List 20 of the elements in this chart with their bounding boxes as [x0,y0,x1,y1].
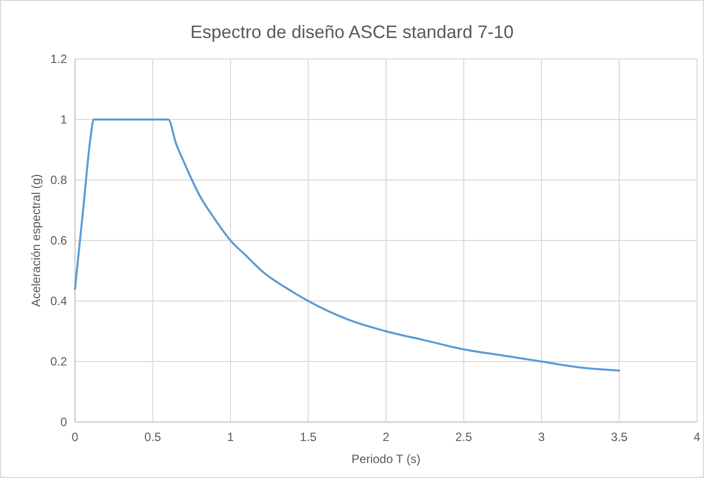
y-tick-label: 0.8 [50,173,68,187]
y-tick-label: 0.4 [50,294,68,308]
y-tick-label: 1 [60,112,68,126]
x-tick-label: 3 [538,430,546,444]
x-tick-label: 1.5 [300,430,317,444]
x-tick-label: 1 [227,430,234,444]
x-axis-title: Periodo T (s) [352,452,420,466]
y-tick-label: 0.2 [50,354,68,368]
x-tick-label: 2 [382,430,390,444]
y-axis-title: Aceleración espectral (g) [29,174,43,307]
y-tick-label: 0.6 [50,234,68,248]
x-tick-label: 4 [694,430,701,444]
x-tick-label: 0 [72,430,79,444]
x-tick-label: 2.5 [455,430,472,444]
x-tick-label: 3.5 [610,430,628,444]
line-series [74,118,620,372]
y-tick-label: 0 [60,415,68,429]
x-tick-label: 0.5 [144,430,162,444]
y-tick-label: 1.2 [50,52,68,66]
chart-title: Espectro de diseño ASCE standard 7-10 [190,22,514,42]
